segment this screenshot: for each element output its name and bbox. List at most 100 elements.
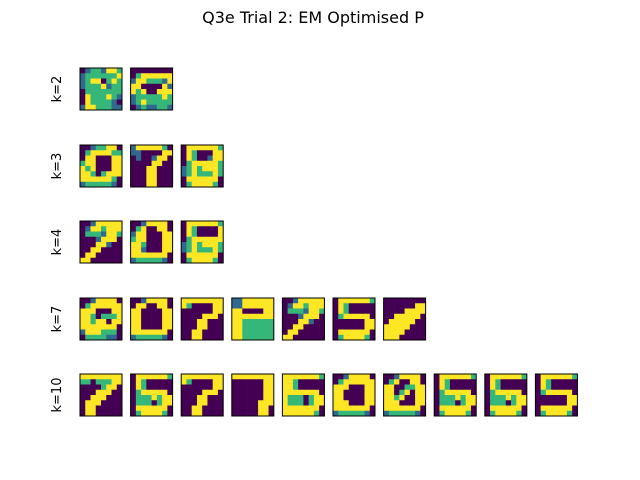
heatmap-cell [111, 150, 118, 156]
panel-frame [79, 373, 123, 417]
heatmap-cell [420, 384, 426, 391]
heatmap-cell [237, 324, 243, 330]
heatmap-cell [298, 319, 304, 325]
heatmap-cell [186, 324, 192, 330]
heatmap-cell [252, 374, 259, 380]
heatmap-cell [252, 395, 259, 401]
heatmap-cell [369, 405, 376, 412]
heatmap-cell [202, 176, 208, 183]
panel-frame [130, 373, 174, 417]
heatmap-cell [247, 374, 254, 380]
heatmap-cell [116, 252, 123, 259]
heatmap-cell [535, 374, 541, 380]
heatmap-cell [217, 252, 224, 259]
heatmap-cell [354, 303, 360, 309]
heatmap-cell [80, 374, 86, 380]
heatmap-cell [151, 221, 158, 227]
heatmap-cell [130, 410, 137, 417]
heatmap-cell [130, 145, 137, 151]
heatmap-cell [292, 313, 299, 320]
heatmap-cell [116, 145, 123, 151]
heatmap-cell [500, 395, 507, 401]
heatmap-cell [313, 319, 320, 325]
heatmap-cell [505, 405, 512, 412]
heatmap-cell [181, 379, 187, 385]
heatmap-cell [156, 384, 163, 391]
heatmap-cell [181, 389, 187, 396]
heatmap-cell [141, 89, 147, 95]
heatmap-cell [116, 78, 123, 85]
heatmap-cell [399, 313, 405, 320]
heatmap-cell [237, 334, 243, 341]
heatmap-cell [116, 176, 123, 183]
heatmap-cell [156, 160, 163, 167]
heatmap-cell [111, 78, 118, 85]
heatmap-cell [505, 400, 512, 406]
heatmap-cell [135, 410, 142, 417]
heatmap-cell [111, 226, 118, 232]
heatmap-cell [162, 150, 168, 156]
heatmap-cell [111, 242, 118, 248]
heatmap-cell [167, 221, 173, 227]
heatmap-cell [399, 329, 405, 336]
heatmap-cell [500, 410, 507, 417]
heatmap-cell [80, 176, 86, 183]
heatmap-cell [146, 324, 152, 330]
heatmap-cell [135, 400, 142, 406]
heatmap-cell [540, 384, 547, 391]
heatmap-cell [135, 99, 142, 106]
heatmap-cell [282, 405, 288, 412]
heatmap-cell [212, 247, 219, 253]
heatmap-cell [181, 181, 187, 188]
heatmap-cell [146, 410, 152, 417]
heatmap-cell [572, 389, 578, 396]
heatmap-cell [490, 389, 496, 396]
heatmap-cell [181, 176, 187, 183]
heatmap-cell [191, 160, 198, 167]
heatmap-cell [313, 384, 320, 391]
heatmap-cell [186, 145, 192, 151]
heatmap-cell [141, 166, 147, 172]
heatmap-cell [338, 389, 344, 396]
heatmap-cell [212, 324, 219, 330]
heatmap-cell [146, 379, 152, 385]
heatmap-cell [141, 171, 147, 177]
heatmap-cell [85, 334, 91, 341]
heatmap-cell [207, 329, 213, 336]
heatmap-cell [202, 155, 208, 162]
heatmap-cell [287, 384, 294, 391]
heatmap-cell [141, 384, 147, 391]
heatmap-cell [90, 231, 97, 238]
heatmap-cell [85, 181, 91, 188]
heatmap-cell [106, 313, 112, 320]
heatmap-cell [420, 303, 426, 309]
heatmap-cell [101, 78, 107, 85]
heatmap-cell [202, 181, 208, 188]
heatmap-cell [181, 400, 187, 406]
heatmap-cell [556, 374, 562, 380]
heatmap-cell [181, 252, 187, 259]
heatmap-cell [85, 155, 91, 162]
heatmap-cell [106, 104, 112, 111]
heatmap-cell [217, 405, 224, 412]
heatmap-cell [540, 374, 547, 380]
heatmap-cell [202, 395, 208, 401]
heatmap-cell [106, 379, 112, 385]
heatmap-cell [130, 389, 137, 396]
heatmap-cell [162, 83, 168, 90]
heatmap-cell [207, 389, 213, 396]
heatmap-cell [130, 329, 137, 336]
heatmap-cell [106, 236, 112, 243]
heatmap-panel [534, 373, 578, 417]
heatmap-cell [470, 395, 477, 401]
heatmap-panel [383, 373, 427, 417]
heatmap-cell [181, 160, 187, 167]
heatmap-cell [186, 395, 192, 401]
heatmap-cell [572, 395, 578, 401]
heatmap-cell [146, 99, 152, 106]
heatmap-cell [212, 181, 219, 188]
heatmap-cell [308, 374, 315, 380]
heatmap-cell [116, 308, 123, 315]
heatmap-cell [258, 303, 264, 309]
heatmap-cell [141, 298, 147, 304]
